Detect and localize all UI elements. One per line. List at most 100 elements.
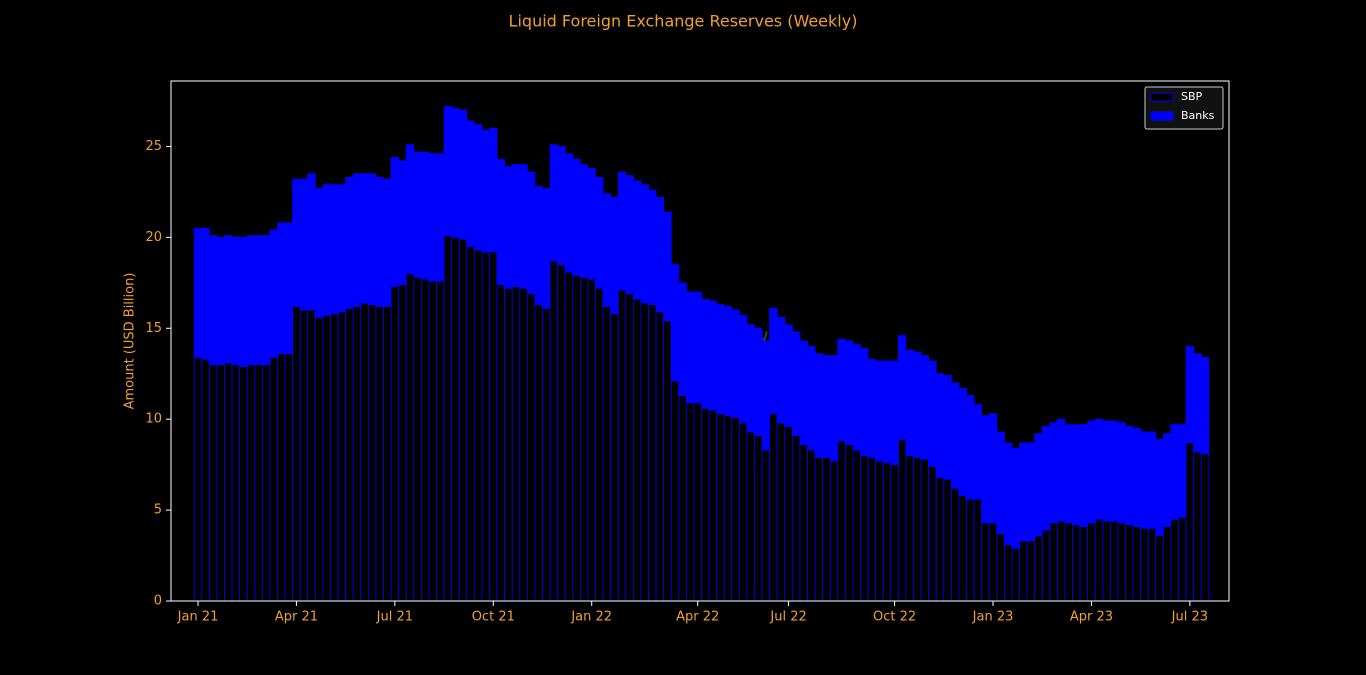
- bar-segment: [890, 360, 899, 466]
- legend-label: SBP: [1181, 90, 1203, 103]
- bar-segment: [867, 358, 877, 458]
- bar-segment: [557, 146, 566, 266]
- bar-segment: [1003, 442, 1013, 546]
- bar-segment: [776, 422, 786, 602]
- bar-segment: [799, 444, 808, 602]
- x-tick-label: Apr 23: [1070, 610, 1113, 625]
- bar-segment: [791, 331, 801, 436]
- bar-segment: [572, 158, 581, 276]
- bar-segment: [1155, 535, 1164, 602]
- bar-segment: [1034, 535, 1043, 602]
- y-tick-label: 0: [154, 594, 162, 609]
- bar-segment: [549, 144, 559, 262]
- bar-segment: [208, 235, 218, 366]
- bar-segment: [640, 184, 649, 304]
- bar-segment: [231, 236, 241, 366]
- bar-segment: [610, 313, 619, 602]
- bar-segment: [1125, 426, 1134, 526]
- bar-segment: [920, 355, 930, 460]
- bar-segment: [685, 291, 695, 404]
- bar-segment: [761, 340, 771, 451]
- bar-segment: [413, 151, 422, 278]
- bar-segment: [322, 315, 331, 602]
- y-tick-label: 25: [145, 139, 162, 154]
- bar-segment: [299, 309, 309, 602]
- bar-segment: [526, 171, 536, 295]
- bar-segment: [519, 164, 528, 289]
- bar-segment: [913, 351, 922, 458]
- bar-segment: [920, 458, 930, 602]
- bar-segment: [314, 187, 324, 318]
- bar-segment: [1132, 526, 1142, 602]
- bar-segment: [534, 304, 543, 602]
- bar-segment: [224, 235, 233, 364]
- y-tick-label: 5: [154, 503, 162, 518]
- bar-segment: [701, 298, 710, 409]
- bar-segment: [489, 127, 498, 253]
- bar-segment: [261, 364, 271, 602]
- bar-segment: [269, 356, 278, 602]
- bar-segment: [807, 346, 816, 451]
- bar-segment: [458, 238, 468, 602]
- bar-segment: [557, 264, 566, 602]
- bar-segment: [337, 311, 347, 602]
- bar-segment: [405, 273, 415, 602]
- bar-segment: [526, 293, 536, 602]
- bar-segment: [897, 335, 907, 440]
- bar-segment: [345, 307, 354, 602]
- bar-segment: [534, 186, 543, 306]
- bar-segment: [837, 440, 846, 602]
- bar-segment: [655, 196, 665, 313]
- bar-segment: [663, 320, 672, 602]
- bar-segment: [420, 151, 430, 280]
- bar-segment: [1109, 520, 1119, 602]
- bar-segment: [791, 435, 801, 602]
- bar-segment: [935, 373, 945, 478]
- bar-segment: [496, 158, 506, 286]
- bar-segment: [193, 356, 203, 602]
- legend-label: Banks: [1181, 109, 1215, 122]
- bar-segment: [814, 353, 824, 458]
- bar-segment: [678, 282, 687, 396]
- bar-segment: [1185, 442, 1195, 602]
- bar-segment: [1155, 438, 1164, 536]
- bar-segment: [436, 280, 445, 602]
- bar-segment: [746, 431, 755, 602]
- bar-segment: [1132, 427, 1142, 527]
- bar-segment: [473, 249, 483, 602]
- bar-segment: [367, 173, 377, 306]
- y-tick-label: 20: [145, 230, 162, 245]
- bar-segment: [617, 171, 627, 291]
- bar-segment: [890, 464, 899, 602]
- bar-segment: [443, 235, 453, 602]
- bar-segment: [1011, 547, 1020, 602]
- bar-segment: [648, 189, 657, 306]
- bar-segment: [723, 415, 733, 602]
- bar-segment: [390, 286, 400, 602]
- bar-segment: [292, 178, 301, 307]
- bar-segment: [398, 160, 407, 286]
- bar-segment: [1049, 522, 1058, 602]
- bar-segment: [322, 184, 331, 316]
- bar-segment: [844, 340, 854, 446]
- bar-segment: [950, 382, 960, 489]
- bar-segment: [1056, 418, 1066, 522]
- bar-segment: [549, 260, 559, 602]
- bar-segment: [625, 293, 634, 602]
- bar-segment: [928, 360, 937, 467]
- bar-segment: [875, 360, 884, 462]
- y-tick-label: 10: [145, 412, 162, 427]
- bar-segment: [837, 338, 846, 442]
- bar-segment: [481, 251, 490, 602]
- bar-segment: [625, 175, 634, 295]
- bar-segment: [1102, 520, 1111, 602]
- bar-segment: [579, 164, 589, 278]
- bar-segment: [738, 422, 748, 602]
- bar-segment: [481, 129, 490, 253]
- bar-segment: [822, 456, 831, 602]
- bar-segment: [943, 478, 952, 602]
- bar-segment: [330, 184, 339, 315]
- bar-segment: [913, 456, 922, 602]
- bar-segment: [935, 476, 945, 602]
- bar-segment: [451, 236, 460, 602]
